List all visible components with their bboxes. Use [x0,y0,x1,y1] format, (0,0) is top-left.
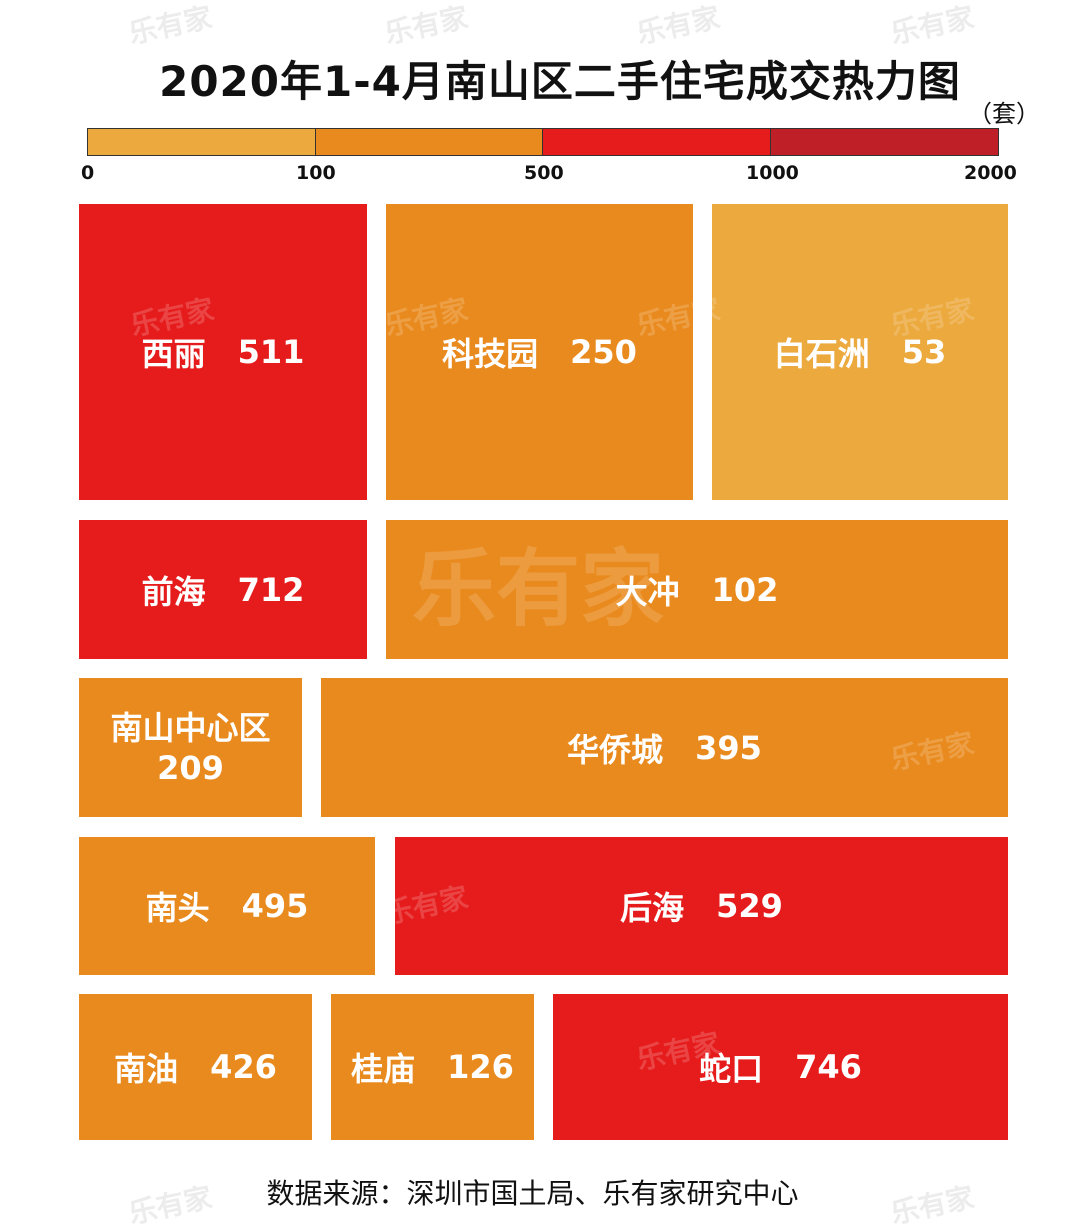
cell-value: 126 [447,1048,514,1086]
cell-name: 后海 [620,889,685,927]
cell-name: 西丽 [141,335,206,373]
cell-value: 712 [237,570,305,609]
data-source: 数据来源：深圳市国土局、乐有家研究中心 [266,1177,799,1210]
cell-nantou: 南头 495 [79,837,375,975]
cell-name: 南山中心区 [110,708,271,747]
cell-dachong: 大冲 102 [386,520,1008,659]
unit-label: （套） [968,100,1040,128]
cell-shekou: 蛇口 746 [553,994,1008,1140]
watermark: 乐有家 [125,0,215,51]
cell-value: 426 [210,1048,277,1086]
cell-name: 科技园 [442,335,539,373]
legend-tick-0: 0 [81,162,95,184]
cell-qianhai: 前海 712 [79,520,367,659]
cell-value: 53 [901,333,947,371]
cell-name: 蛇口 [699,1050,764,1088]
legend-tick-2000: 2000 [964,162,1017,184]
legend-tick-500: 500 [524,162,564,184]
cell-name: 南油 [114,1050,179,1088]
cell-nanyou: 南油 426 [79,994,312,1140]
cell-huaqiaocheng: 华侨城 395 [321,678,1008,817]
cell-value: 746 [795,1048,862,1086]
cell-value: 529 [716,887,783,925]
cell-value: 250 [570,333,637,371]
cell-houhai: 后海 529 [395,837,1008,975]
cell-value: 495 [241,887,309,925]
cell-guimiao: 桂庙 126 [331,994,534,1140]
cell-name: 桂庙 [351,1050,416,1088]
cell-name: 华侨城 [567,730,664,769]
cell-value: 209 [157,748,224,787]
cell-value: 395 [695,728,762,767]
cell-baishizhou: 白石洲 53 [712,204,1008,500]
legend-bar [87,128,999,156]
cell-value: 511 [237,333,305,371]
chart-title: 2020年1-4月南山区二手住宅成交热力图 [159,57,961,106]
legend-segment-500-1000 [543,129,771,155]
cell-name: 南头 [145,889,210,927]
legend-segment-100-500 [315,129,543,155]
watermark: 乐有家 [381,0,471,51]
legend-segment-1000-2000 [770,129,998,155]
cell-nanshan-center: 南山中心区 209 [79,678,302,817]
cell-name: 前海 [141,572,206,611]
watermark: 乐有家 [633,0,723,51]
cell-kejiyuan: 科技园 250 [386,204,693,500]
cell-name: 白石洲 [773,335,870,373]
legend-segment-0-100 [88,129,316,155]
legend-tick-1000: 1000 [746,162,799,184]
cell-value: 102 [711,570,779,609]
watermark: 乐有家 [887,0,977,51]
cell-xili: 西丽 511 [79,204,367,500]
cell-name: 大冲 [615,572,680,611]
legend-tick-100: 100 [296,162,336,184]
